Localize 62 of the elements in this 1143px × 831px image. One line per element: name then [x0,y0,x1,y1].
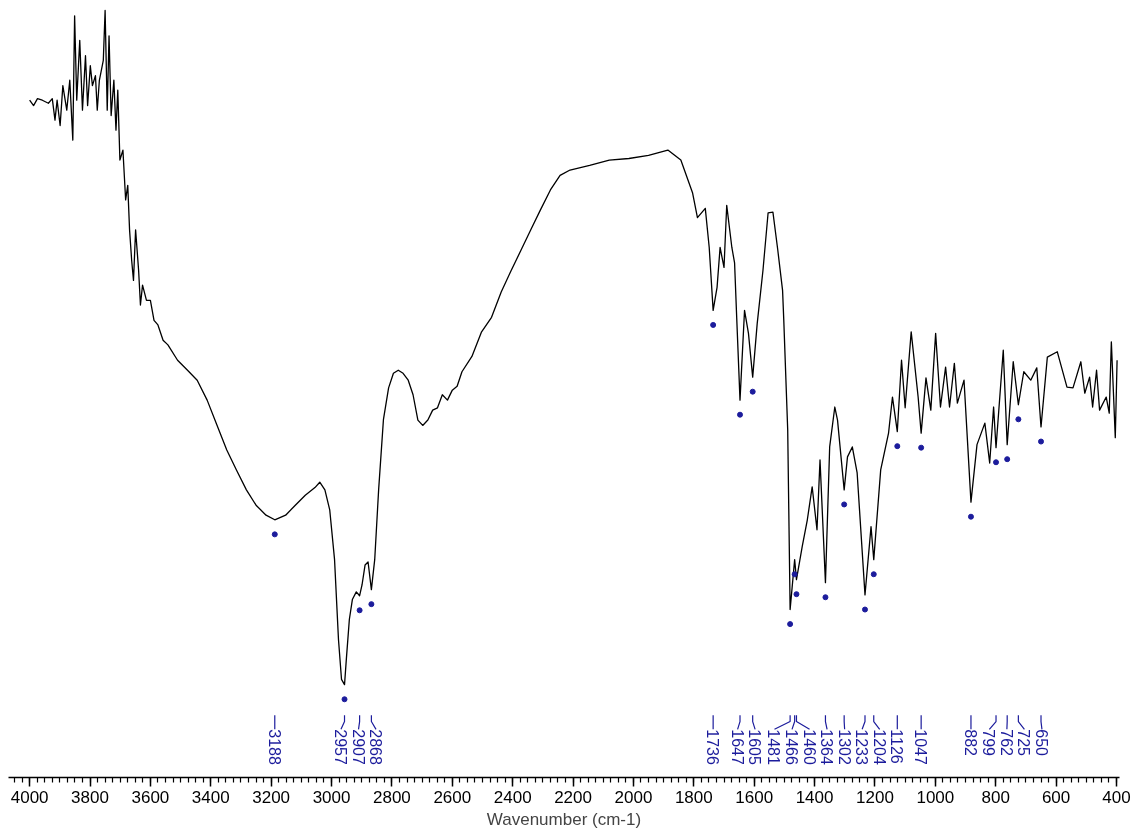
point [356,607,363,614]
x-tick-label: 600 [1041,787,1071,807]
x-tick-label: 800 [981,787,1010,807]
annotation: 2957 [331,729,349,766]
point [894,443,901,450]
annotation: 1204 [870,729,888,766]
annotation: 650 [1032,729,1050,757]
point [1038,438,1045,445]
x-tick-label: 2800 [373,787,411,807]
annotation: 3188 [265,729,283,766]
point [793,591,800,598]
annotation: 1460 [800,729,818,766]
x-tick-label: 3200 [252,787,291,807]
point [271,531,278,538]
point [791,571,798,578]
x-tick-label: 2400 [493,787,532,807]
point [993,459,1000,466]
annotation: 1047 [912,729,930,766]
annotation: 1605 [746,729,764,766]
x-tick-label: 1600 [735,787,774,807]
point [862,606,868,613]
point [710,321,717,328]
x-tick-label: 1200 [856,787,894,807]
annotation: 1647 [728,729,746,766]
x-tick-label: 2000 [614,787,653,807]
point [368,601,375,608]
x-tick-label: 1400 [795,787,834,807]
x-tick-label: 1800 [674,787,713,807]
x-tick-label: 3800 [71,787,109,807]
point [1015,416,1022,423]
x-tick-label: 4000 [10,787,49,807]
x-tick-label: 3600 [131,787,170,807]
annotation: 762 [997,729,1015,757]
annotation: 1302 [835,729,853,766]
x-tick-label: 400 [1102,787,1131,807]
point [787,621,794,628]
x-tick-label: 2600 [433,787,472,807]
point [1004,456,1011,463]
annotation: 1364 [818,729,836,766]
point [870,571,877,578]
annotation: 1126 [888,729,906,764]
x-tick-label: 3000 [312,787,351,807]
point [749,388,756,395]
annotation: 1466 [783,729,801,766]
annotation: 725 [1015,729,1033,757]
x-tick-label: 3400 [191,787,230,807]
x-tick-label: 2200 [554,787,592,807]
annotation: 2868 [367,729,385,766]
annotation: 1233 [853,729,871,766]
point [822,594,829,601]
point [918,444,925,451]
annotation: 1736 [704,729,722,766]
point [841,501,848,508]
point [341,696,348,703]
point [967,513,974,520]
point [737,411,744,418]
annotation: 1481 [765,729,783,766]
annotation: 882 [961,729,979,757]
annotation: 2907 [349,729,367,766]
x-axis-title: Wavenumber (cm-1) [486,809,642,829]
annotation: 799 [980,729,998,757]
x-tick-label: 1000 [916,787,955,807]
